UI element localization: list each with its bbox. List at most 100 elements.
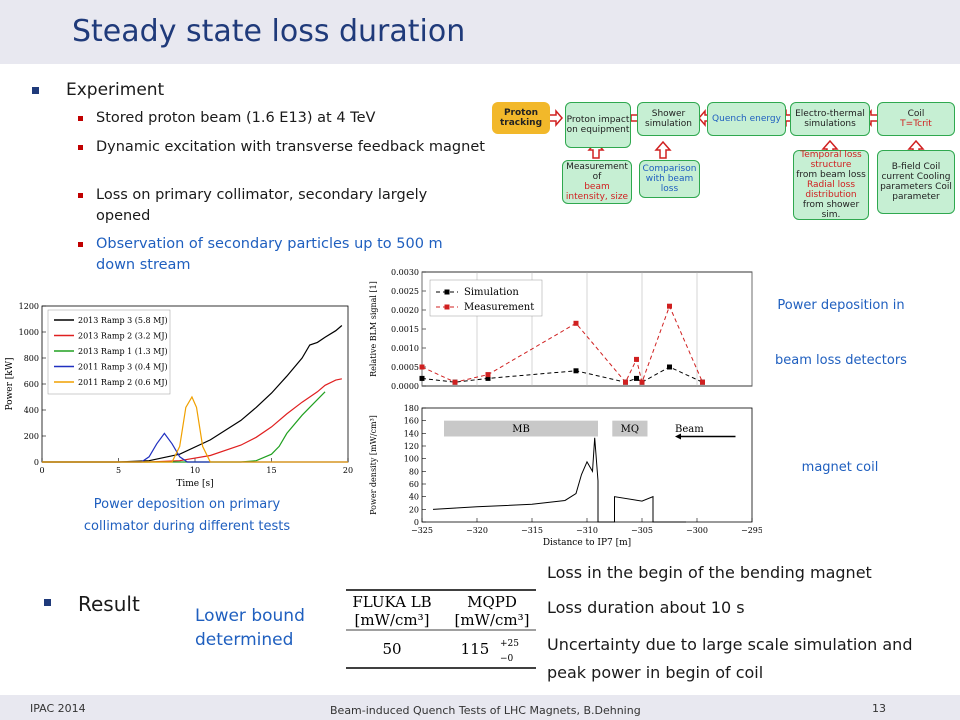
x-tick-label: 10	[190, 466, 200, 475]
y-tick-label: 0	[414, 518, 419, 527]
data-point	[419, 375, 425, 381]
flow-proton-tracking: Proton tracking	[492, 102, 550, 134]
y-tick-label: 60	[409, 480, 419, 489]
table-err-down: −0	[500, 654, 514, 664]
series-line-5	[42, 395, 348, 463]
y-tick-label: 40	[409, 493, 419, 502]
y-tick-label: 800	[24, 354, 39, 363]
series-line-4	[42, 432, 348, 463]
table-unit1: [mW/cm³]	[354, 611, 429, 629]
result-table: FLUKA LB MQPD [mW/cm³] [mW/cm³] 50 115 +…	[346, 589, 536, 669]
x-tick-label: −295	[741, 526, 762, 535]
x-axis-label: Time [s]	[176, 479, 213, 489]
data-point	[485, 372, 491, 378]
y-tick-label: 80	[409, 467, 419, 476]
x-tick-label: 0	[39, 466, 44, 475]
series-line-1	[42, 325, 343, 463]
y-tick-label: 20	[409, 505, 419, 514]
table-err-up: +25	[500, 639, 519, 649]
y-tick-label: 1200	[19, 302, 39, 311]
caption-primary-collimator: Power deposition on primary collimator d…	[83, 497, 291, 534]
legend-entry: 2013 Ramp 1 (1.3 MJ)	[78, 347, 168, 356]
x-tick-label: 20	[343, 466, 353, 475]
y-axis-label: Relative BLM signal [1]	[369, 281, 378, 377]
data-point	[639, 379, 645, 385]
footer-center: Beam-induced Quench Tests of LHC Magnets…	[330, 704, 641, 717]
y-tick-label: 1000	[19, 328, 39, 337]
y-tick-label: 120	[404, 442, 419, 451]
y-tick-label: 160	[404, 417, 419, 426]
result-point-3: Uncertainty due to large scale simulatio…	[547, 635, 913, 682]
y-tick-label: 0.0005	[391, 363, 419, 372]
slide-title: Steady state loss duration	[72, 14, 466, 49]
caption-power-deposition-in: Power deposition in	[777, 298, 905, 313]
flow-radial-a: Radial loss distribution	[805, 180, 857, 200]
x-axis-label: Distance to IP7 [m]	[543, 538, 631, 548]
table-unit2: [mW/cm³]	[454, 611, 529, 629]
x-tick-label: −325	[411, 526, 433, 535]
x-tick-label: 5	[116, 466, 121, 475]
y-tick-label: 400	[24, 406, 39, 415]
footer-bar	[0, 695, 960, 720]
flow-electro-thermal: Electro-thermal simulations	[790, 102, 870, 136]
y-tick-label: 100	[404, 455, 419, 464]
y-tick-label: 0.0000	[391, 382, 419, 391]
legend-box	[47, 309, 171, 395]
power-density-chart: MB MQ Beam 0 20 40 60 80 100 120 140 160 180 −325 −320…	[369, 404, 762, 548]
data-point	[634, 375, 639, 381]
experiment-heading: Experiment	[31, 80, 165, 100]
table-col2: MQPD	[467, 593, 517, 611]
data-point	[419, 364, 425, 370]
x-tick-label: −320	[466, 526, 488, 535]
data-point	[667, 303, 672, 309]
x-tick-label: 15	[266, 466, 276, 475]
series-line-1	[432, 437, 686, 523]
series-line-2	[42, 378, 343, 463]
flow-coil-t: T=Tcrit	[900, 119, 932, 129]
data-point	[573, 368, 579, 374]
legend-box	[429, 279, 543, 317]
flow-temporal-a: Temporal loss structure	[800, 150, 862, 170]
flow-proton-impact: Proton impact on equipment	[565, 102, 631, 148]
y-tick-label: 0.0020	[391, 306, 419, 315]
flow-measurement-b: beam intensity, size	[565, 182, 629, 202]
y-tick-label: 140	[404, 429, 419, 438]
legend-marker	[444, 304, 450, 310]
flow-shower-simulation: Shower simulation	[637, 102, 700, 136]
experiment-item-2: Dynamic excitation with transverse feedb…	[78, 137, 486, 158]
y-tick-label: 0.0015	[391, 325, 419, 334]
legend-entry: Simulation	[464, 287, 519, 298]
flow-coil: Coil T=Tcrit	[877, 102, 955, 136]
flow-temporal-radial: Temporal loss structure from beam loss R…	[793, 150, 869, 220]
y-tick-label: 0	[34, 458, 39, 467]
flow-temporal-b: from beam loss	[796, 170, 866, 180]
legend-entry: 2011 Ramp 2 (0.6 MJ)	[78, 378, 168, 387]
mb-label: MB	[512, 424, 530, 435]
y-tick-label: 600	[24, 380, 39, 389]
series-line-3	[42, 391, 326, 463]
y-tick-label: 200	[24, 432, 39, 441]
result-point-1: Loss in the begin of the bending magnet	[547, 563, 872, 582]
data-point	[623, 379, 628, 385]
legend-marker	[444, 289, 450, 295]
y-axis-label: Power [kW]	[5, 357, 15, 410]
x-tick-label: −305	[631, 526, 653, 535]
y-tick-label: 180	[404, 404, 419, 413]
flow-measurement: Measurement of beam intensity, size	[562, 160, 632, 204]
table-val1: 50	[382, 640, 401, 658]
flow-quench-energy: Quench energy	[707, 102, 786, 136]
experiment-item-1: Stored proton beam (1.6 E13) at 4 TeV	[78, 108, 486, 129]
experiment-item-4: Observation of secondary particles up to…	[78, 234, 456, 276]
result-heading: Result	[44, 592, 140, 616]
data-point	[485, 375, 491, 381]
x-tick-label: −315	[521, 526, 543, 535]
experiment-item-3: Loss on primary collimator, secondary la…	[78, 185, 436, 227]
beam-label: Beam	[675, 424, 704, 435]
mb-band	[444, 420, 598, 437]
y-axis-label: Power density [mW/cm³]	[369, 415, 378, 515]
data-point	[667, 364, 672, 370]
title-bar	[0, 0, 960, 64]
flow-comparison: Comparison with beam loss	[639, 160, 700, 198]
series-line-2	[421, 304, 703, 384]
legend-entry: Measurement	[464, 302, 534, 313]
